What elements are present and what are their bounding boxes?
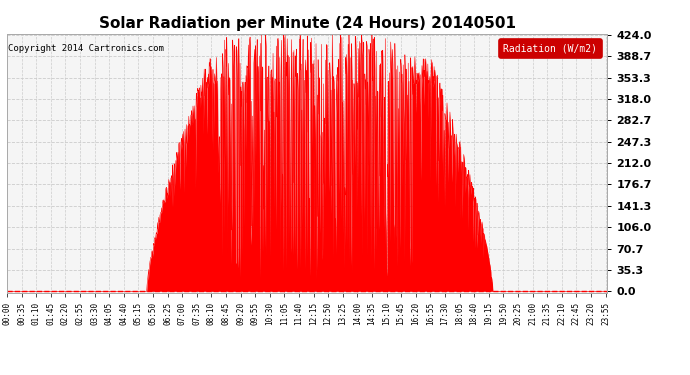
Title: Solar Radiation per Minute (24 Hours) 20140501: Solar Radiation per Minute (24 Hours) 20… [99,16,515,31]
Legend: Radiation (W/m2): Radiation (W/m2) [499,39,602,58]
Text: Copyright 2014 Cartronics.com: Copyright 2014 Cartronics.com [8,44,164,53]
